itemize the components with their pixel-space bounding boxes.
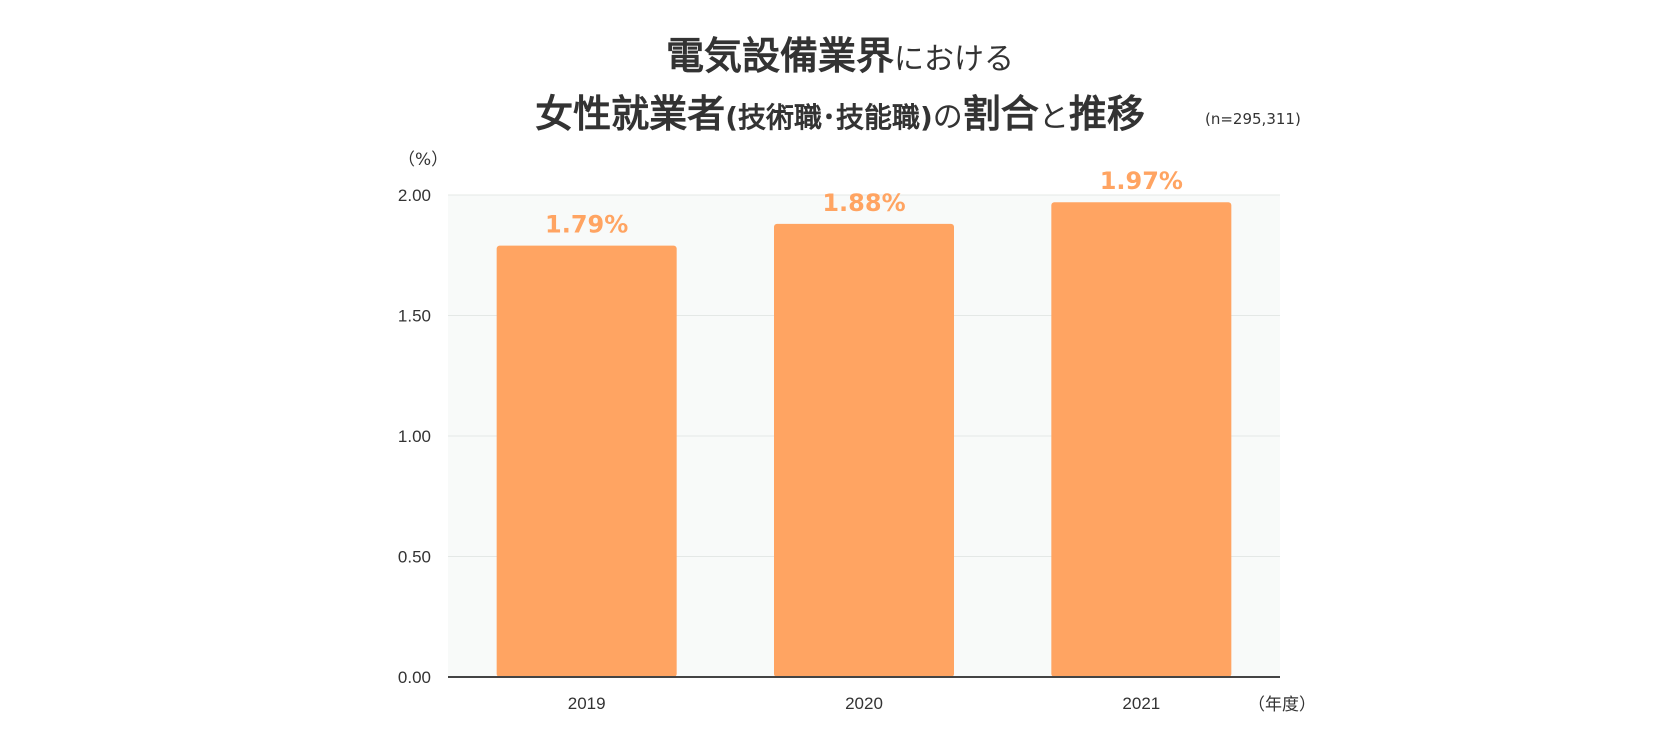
chart-title: 電気設備業界における 女性就業者(技術職･技能職)の割合と推移 — [0, 30, 1680, 146]
y-tick-label: 1.50 — [398, 307, 431, 326]
y-tick-label: 2.00 — [398, 186, 431, 205]
title-no: の — [932, 100, 963, 135]
bar — [1051, 202, 1232, 678]
title-trend: 推移 — [1068, 92, 1145, 136]
x-tick-label: 2021 — [1122, 694, 1160, 713]
bar-value-label: 1.88% — [822, 189, 905, 217]
x-tick-label: 2019 — [568, 694, 606, 713]
x-axis-unit: （年度） — [1248, 695, 1316, 715]
y-axis-unit: （%） — [398, 150, 449, 170]
title-line-1: 電気設備業界における — [0, 30, 1680, 86]
title-women: 女性就業者 — [535, 92, 726, 136]
bar-value-label: 1.79% — [545, 211, 628, 239]
title-sub: における — [894, 42, 1014, 77]
bar-value-label: 1.97% — [1100, 167, 1183, 195]
title-paren: (技術職･技能職) — [725, 101, 933, 134]
title-ratio: 割合 — [962, 92, 1039, 136]
bar — [774, 223, 954, 678]
title-main: 電気設備業界 — [665, 34, 894, 78]
y-tick-label: 0.50 — [398, 548, 431, 567]
y-tick-label: 0.00 — [398, 668, 431, 687]
title-to: と — [1038, 100, 1069, 135]
bar — [496, 245, 677, 678]
x-tick-label: 2020 — [845, 694, 883, 713]
title-line-2: 女性就業者(技術職･技能職)の割合と推移 — [0, 86, 1680, 146]
sample-size-note: (n=295,311) — [1205, 110, 1301, 128]
y-tick-label: 1.00 — [398, 427, 431, 446]
